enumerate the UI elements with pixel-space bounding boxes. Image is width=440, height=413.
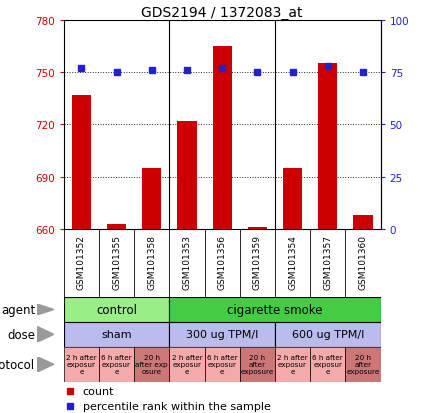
Bar <box>213 47 232 229</box>
Text: 600 ug TPM/I: 600 ug TPM/I <box>292 330 364 339</box>
Text: 2 h after
exposur
e: 2 h after exposur e <box>277 354 308 375</box>
Bar <box>345 347 381 382</box>
Text: 6 h after
exposur
e: 6 h after exposur e <box>312 354 343 375</box>
Bar <box>72 95 91 229</box>
Text: 2 h after
exposur
e: 2 h after exposur e <box>172 354 202 375</box>
Text: 6 h after
exposur
e: 6 h after exposur e <box>207 354 238 375</box>
Text: percentile rank within the sample: percentile rank within the sample <box>83 401 271 411</box>
Bar <box>169 347 205 382</box>
Text: 300 ug TPM/I: 300 ug TPM/I <box>186 330 258 339</box>
Bar <box>169 322 275 347</box>
Bar <box>275 322 381 347</box>
Title: GDS2194 / 1372083_at: GDS2194 / 1372083_at <box>141 6 303 20</box>
Text: GSM101354: GSM101354 <box>288 235 297 289</box>
Text: count: count <box>83 386 114 396</box>
Bar <box>240 347 275 382</box>
Text: GSM101358: GSM101358 <box>147 235 156 290</box>
Text: GSM101357: GSM101357 <box>323 235 332 290</box>
Polygon shape <box>37 304 54 315</box>
Text: protocol: protocol <box>0 358 35 371</box>
Bar <box>99 347 134 382</box>
Text: 2 h after
exposur
e: 2 h after exposur e <box>66 354 97 375</box>
Bar <box>283 169 302 229</box>
Text: GSM101355: GSM101355 <box>112 235 121 290</box>
Text: GSM101359: GSM101359 <box>253 235 262 290</box>
Text: control: control <box>96 303 137 316</box>
Text: GSM101356: GSM101356 <box>218 235 227 290</box>
Text: 6 h after
exposur
e: 6 h after exposur e <box>101 354 132 375</box>
Bar <box>177 121 197 229</box>
Bar <box>318 64 337 229</box>
Bar <box>353 215 373 229</box>
Polygon shape <box>37 327 54 342</box>
Polygon shape <box>37 357 54 372</box>
Text: dose: dose <box>7 328 35 341</box>
Text: GSM101352: GSM101352 <box>77 235 86 289</box>
Text: 20 h
after
exposure: 20 h after exposure <box>241 354 274 375</box>
Bar <box>64 347 99 382</box>
Text: GSM101353: GSM101353 <box>183 235 191 290</box>
Text: GSM101360: GSM101360 <box>359 235 367 290</box>
Bar <box>142 169 161 229</box>
Bar <box>275 347 310 382</box>
Bar <box>107 224 126 229</box>
Text: sham: sham <box>101 330 132 339</box>
Bar <box>64 322 169 347</box>
Text: 20 h
after
exposure: 20 h after exposure <box>346 354 380 375</box>
Bar <box>205 347 240 382</box>
Bar <box>310 347 345 382</box>
Bar <box>64 297 169 322</box>
Text: agent: agent <box>1 303 35 316</box>
Bar <box>134 347 169 382</box>
Text: cigarette smoke: cigarette smoke <box>227 303 323 316</box>
Bar <box>169 297 381 322</box>
Bar <box>248 228 267 229</box>
Text: 20 h
after exp
osure: 20 h after exp osure <box>136 354 168 375</box>
